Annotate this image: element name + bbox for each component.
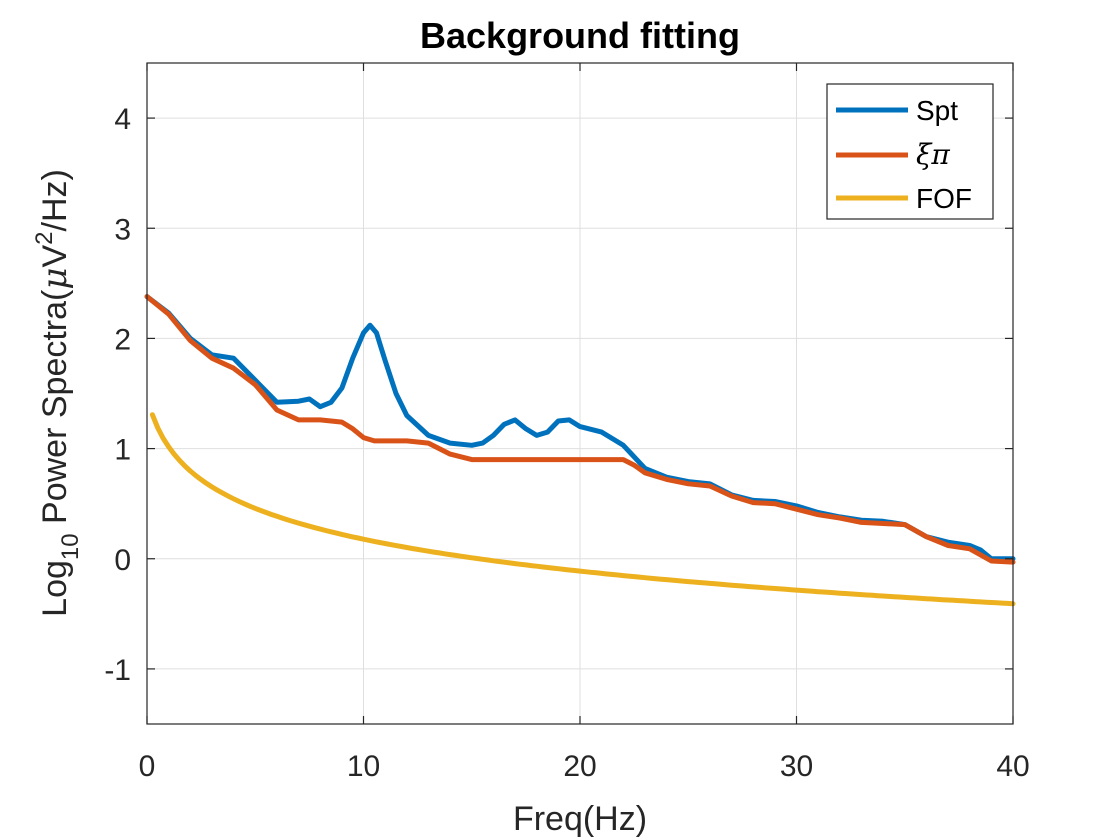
x-tick-label: 20 [563, 750, 596, 783]
y-tick-label: -1 [104, 654, 131, 687]
y-label-subscript: 10 [57, 533, 84, 560]
x-tick-label: 0 [139, 750, 156, 783]
grid [147, 63, 1013, 724]
series-lines [144, 294, 1016, 607]
legend-label-spt: Spt [916, 95, 958, 126]
ticks: 0 10 20 30 40 -1 0 1 2 3 4 [104, 63, 1030, 783]
y-tick-label: 0 [114, 544, 131, 577]
y-tick-label: 2 [114, 323, 131, 356]
y-tick-label: 3 [114, 213, 131, 246]
legend-label-fof: FOF [916, 183, 972, 214]
legend: Spt ξπ FOF [826, 83, 994, 220]
x-tick-label: 40 [996, 750, 1029, 783]
x-tick-label: 10 [347, 750, 380, 783]
legend-label-xi-pi: ξπ [916, 138, 950, 171]
chart-title: Background fitting [420, 15, 740, 56]
y-label-main: Power Spectra( [36, 289, 74, 533]
y-label-prefix: Log [36, 560, 74, 617]
y-label-superscript: 2 [31, 231, 58, 244]
x-tick-label: 30 [780, 750, 813, 783]
y-label-end: /Hz) [36, 169, 74, 231]
y-axis-label: Log10 Power Spectra(μV2/Hz) [31, 169, 84, 617]
y-tick-label: 4 [114, 103, 131, 136]
x-axis-label: Freq(Hz) [513, 800, 647, 838]
y-tick-label: 1 [114, 434, 131, 467]
y-label-unit-v: V [36, 245, 74, 268]
y-label-mu: μ [35, 268, 75, 290]
series-line-fof [149, 412, 1016, 607]
series-line-xi-pi [144, 294, 1016, 565]
